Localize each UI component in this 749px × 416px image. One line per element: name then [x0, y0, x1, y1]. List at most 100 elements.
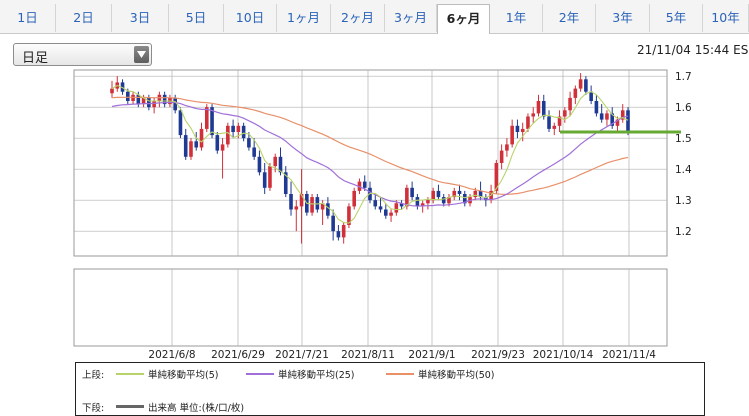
x-tick-label: 2021/9/23 — [471, 349, 525, 361]
candle-body — [515, 125, 520, 132]
candle-body — [152, 101, 156, 108]
price-pane-frame — [73, 69, 668, 257]
candle-body — [447, 197, 451, 204]
interval-select-value: 日足 — [22, 51, 49, 66]
tab-1[interactable]: 2日 — [56, 4, 112, 32]
tab-9[interactable]: 1年 — [490, 4, 543, 32]
candle-body — [162, 94, 167, 105]
sma25-line — [111, 101, 629, 207]
candle-body — [289, 194, 293, 210]
candle-body — [278, 156, 283, 173]
candle-body — [410, 187, 414, 198]
candle-body — [578, 79, 583, 89]
candle-body — [378, 206, 383, 210]
y-tick-label: 1.6 — [675, 102, 692, 114]
y-tick-label: 1.4 — [675, 164, 692, 176]
candle-body — [352, 190, 357, 207]
legend-sma5: 単純移動平均(5) — [148, 370, 219, 381]
interval-select[interactable]: 日足 — [13, 43, 152, 66]
x-tick-label: 2021/9/1 — [408, 349, 455, 361]
candle-body — [520, 128, 525, 132]
legend-sma25-swatch — [246, 373, 274, 375]
candle-body — [531, 113, 536, 117]
tab-2[interactable]: 3日 — [112, 4, 169, 32]
candle-body — [331, 215, 335, 232]
candle-body — [220, 144, 225, 151]
candle-body — [620, 110, 625, 120]
y-tick-label: 1.7 — [675, 71, 692, 83]
candle-body — [383, 209, 388, 216]
legend-sma5-swatch — [116, 373, 144, 375]
x-tick-label: 2021/6/8 — [148, 349, 195, 361]
candle-body — [110, 88, 114, 94]
volume-pane-frame — [73, 268, 668, 347]
chevron-down-icon[interactable] — [134, 46, 149, 63]
candle-body — [199, 128, 204, 148]
x-tick-label: 2021/7/21 — [275, 349, 329, 361]
candle-body — [473, 190, 478, 198]
candle-body — [241, 125, 246, 139]
candle-body — [557, 116, 562, 126]
x-tick-label: 2021/6/29 — [211, 349, 265, 361]
candle-body — [573, 88, 578, 98]
candle-body — [505, 144, 509, 151]
candle-body — [141, 97, 146, 105]
candle-body — [189, 141, 193, 157]
sma5-line — [111, 84, 629, 224]
tab-5[interactable]: 1ヶ月 — [277, 4, 331, 32]
tab-0[interactable]: 1日 — [0, 4, 56, 32]
candle-body — [283, 172, 288, 194]
candle-body — [173, 97, 177, 111]
tab-11[interactable]: 3年 — [596, 4, 650, 32]
period-tabbar: 1日 2日 3日 5日 10日 1ヶ月 2ヶ月 3ヶ月 6ヶ月 1年 2年 3年 5年 10年 — [0, 0, 749, 34]
tab-12[interactable]: 5年 — [650, 4, 703, 32]
timestamp: 21/11/04 15:44 ES — [637, 43, 749, 57]
candle-body — [183, 135, 188, 157]
candle-body — [236, 125, 241, 132]
x-tick-label: 2021/11/4 — [602, 349, 656, 361]
candle-body — [226, 125, 230, 145]
y-tick-label: 1.5 — [675, 133, 692, 145]
candle-body — [373, 200, 378, 207]
candle-body — [247, 138, 251, 148]
tab-10[interactable]: 2年 — [543, 4, 596, 32]
tab-4[interactable]: 10日 — [224, 4, 277, 32]
legend: 上段: 単純移動平均(5) 単純移動平均(25) 単純移動平均(50) 下段: … — [75, 362, 705, 416]
legend-sma50: 単純移動平均(50) — [418, 370, 495, 381]
candle-body — [257, 156, 262, 173]
candle-body — [362, 181, 367, 188]
candle-body — [210, 107, 214, 136]
tab-7[interactable]: 3ヶ月 — [385, 4, 437, 32]
legend-lower-label: 下段: — [82, 403, 105, 414]
candle-body — [510, 125, 514, 145]
legend-volume: 出来高 単位:(株/口/枚) — [148, 403, 245, 414]
candle-body — [310, 197, 314, 213]
candle-body — [341, 225, 346, 238]
tab-8[interactable]: 6ヶ月 — [437, 4, 490, 34]
candle-body — [499, 150, 504, 163]
candle-body — [273, 156, 278, 167]
candle-body — [231, 125, 235, 132]
candle-body — [215, 135, 220, 151]
candle-body — [125, 91, 130, 101]
candle-body — [462, 194, 467, 204]
candle-body — [268, 166, 272, 188]
candle-body — [536, 101, 541, 114]
candle-body — [457, 190, 462, 194]
candle-body — [431, 190, 435, 201]
candle-body — [394, 203, 399, 213]
candle-body — [610, 113, 615, 126]
candle-body — [204, 107, 209, 129]
candle-body — [326, 203, 330, 216]
tab-3[interactable]: 5日 — [169, 4, 224, 32]
candle-body — [494, 163, 499, 191]
candle-body — [315, 197, 320, 210]
candle-body — [405, 187, 409, 207]
legend-volume-swatch — [116, 405, 144, 408]
tab-6[interactable]: 2ヶ月 — [331, 4, 385, 32]
candle-body — [252, 147, 256, 157]
candle-body — [594, 101, 599, 114]
x-tick-label: 2021/8/11 — [341, 349, 395, 361]
candle-body — [136, 94, 141, 105]
